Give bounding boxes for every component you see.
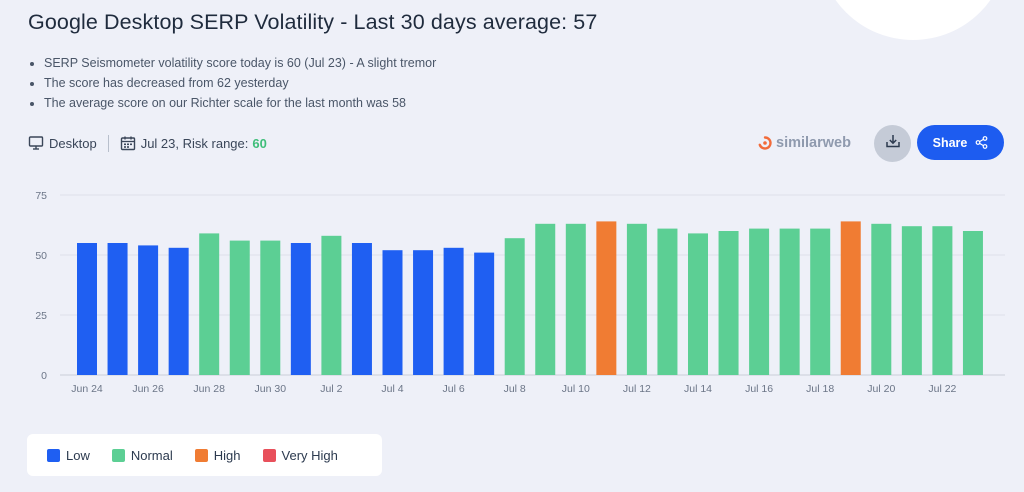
legend-swatch <box>47 448 60 462</box>
x-tick-label: Jul 2 <box>320 383 342 395</box>
chart-legend: Low Normal High Very High <box>27 434 382 476</box>
bar[interactable]: Jul 7: 51 <box>474 252 495 375</box>
similarweb-icon <box>757 135 773 151</box>
bar[interactable]: Jul 1: 55 <box>290 243 311 375</box>
x-tick-label: Jun 26 <box>132 383 164 395</box>
volatility-chart: Jun 24: 55 Jun 25: 55 Jun 26: 54 Jun 27: 53… <box>35 190 1005 395</box>
bar[interactable]: Jun 27: 53 <box>168 247 189 375</box>
x-tick-label: Jul 8 <box>504 383 526 395</box>
summary-list: SERP Seismometer volatility score today … <box>28 53 436 113</box>
x-tick-label: Jul 10 <box>562 383 590 395</box>
bar[interactable]: Jul 6: 53 <box>443 247 464 375</box>
bar[interactable]: Jul 15: 60 <box>718 231 739 375</box>
calendar-icon <box>120 135 136 151</box>
bar[interactable]: Jul 5: 52 <box>413 250 434 375</box>
y-tick-label: 75 <box>35 190 47 202</box>
legend-item-high[interactable]: High <box>194 447 241 463</box>
legend-item-very-high[interactable]: Very High <box>262 447 338 463</box>
bar[interactable]: Jul 10: 63 <box>565 223 586 375</box>
legend-swatch <box>111 448 125 462</box>
legend-swatch <box>262 448 276 462</box>
legend-label: High <box>213 447 241 463</box>
legend-label: Low <box>66 447 90 463</box>
x-tick-label: Jun 28 <box>193 383 225 395</box>
risk-value: 60 <box>252 135 267 151</box>
bar[interactable]: Jul 12: 63 <box>626 223 647 375</box>
x-tick-label: Jul 14 <box>684 383 712 395</box>
bar[interactable]: Jul 3: 55 <box>351 243 372 375</box>
bar[interactable]: Jul 16: 61 <box>749 228 770 375</box>
brand-label: similarweb <box>776 135 851 151</box>
similarweb-logo: similarweb <box>757 133 851 153</box>
y-tick-label: 25 <box>35 310 47 322</box>
y-tick-label: 0 <box>41 370 47 382</box>
meta-bar: Desktop Jul 23, Risk range: 60 <box>28 133 267 153</box>
share-icon <box>975 136 988 149</box>
x-tick-label: Jul 18 <box>806 383 834 395</box>
bar[interactable]: Jun 24: 55 <box>77 243 97 375</box>
bar[interactable]: Jul 21: 62 <box>901 226 922 375</box>
bar[interactable]: Jun 25: 55 <box>107 243 128 375</box>
bar[interactable]: Jul 11: 64 <box>596 221 617 375</box>
download-button[interactable] <box>874 125 911 162</box>
x-tick-label: Jul 12 <box>623 383 651 395</box>
download-icon <box>885 133 901 154</box>
bar[interactable]: Jul 2: 58 <box>321 235 342 375</box>
legend-item-normal[interactable]: Normal <box>111 447 173 463</box>
bar[interactable]: Jul 17: 61 <box>779 228 800 375</box>
bar[interactable]: Jul 18: 61 <box>810 228 831 375</box>
bar[interactable]: Jun 28: 59 <box>199 233 220 375</box>
legend-swatch <box>194 448 208 462</box>
x-tick-label: Jul 20 <box>867 383 895 395</box>
legend-label: Normal <box>130 447 173 463</box>
date-risk-label: Jul 23, Risk range: <box>140 135 249 151</box>
summary-item: The score has decreased from 62 yesterda… <box>44 73 436 93</box>
legend-label: Very High <box>281 447 338 463</box>
bar[interactable]: Jul 8: 57 <box>504 238 525 375</box>
desktop-icon <box>28 135 44 151</box>
bar[interactable]: Jun 26: 54 <box>138 245 159 375</box>
bar[interactable]: Jul 4: 52 <box>382 250 403 375</box>
bar[interactable]: Jul 20: 63 <box>871 223 892 375</box>
bar[interactable]: Jun 30: 56 <box>260 240 281 375</box>
divider <box>107 134 109 152</box>
bar[interactable]: Jul 14: 59 <box>688 233 708 375</box>
bar[interactable]: Jul 22: 62 <box>932 226 953 375</box>
bar[interactable]: Jul 23: 60 <box>962 231 983 375</box>
x-tick-label: Jul 16 <box>745 383 773 395</box>
legend-item-low[interactable]: Low <box>47 448 90 463</box>
x-tick-label: Jul 4 <box>381 383 403 395</box>
x-tick-label: Jul 6 <box>443 383 465 395</box>
x-tick-label: Jul 22 <box>928 383 956 395</box>
share-button[interactable]: Share <box>917 125 1004 160</box>
y-tick-label: 50 <box>35 250 47 262</box>
page-title: Google Desktop SERP Volatility - Last 30… <box>28 10 598 34</box>
summary-item: SERP Seismometer volatility score today … <box>44 53 436 73</box>
bar[interactable]: Jul 19: 64 <box>840 221 861 375</box>
share-label: Share <box>932 135 968 150</box>
bar[interactable]: Jul 13: 61 <box>657 228 678 375</box>
bar[interactable]: Jun 29: 56 <box>229 240 250 375</box>
bar[interactable]: Jul 9: 63 <box>535 223 556 375</box>
x-tick-label: Jun 30 <box>255 383 287 395</box>
summary-item: The average score on our Richter scale f… <box>44 93 436 113</box>
x-tick-label: Jun 24 <box>71 383 103 395</box>
device-label: Desktop <box>49 135 97 151</box>
